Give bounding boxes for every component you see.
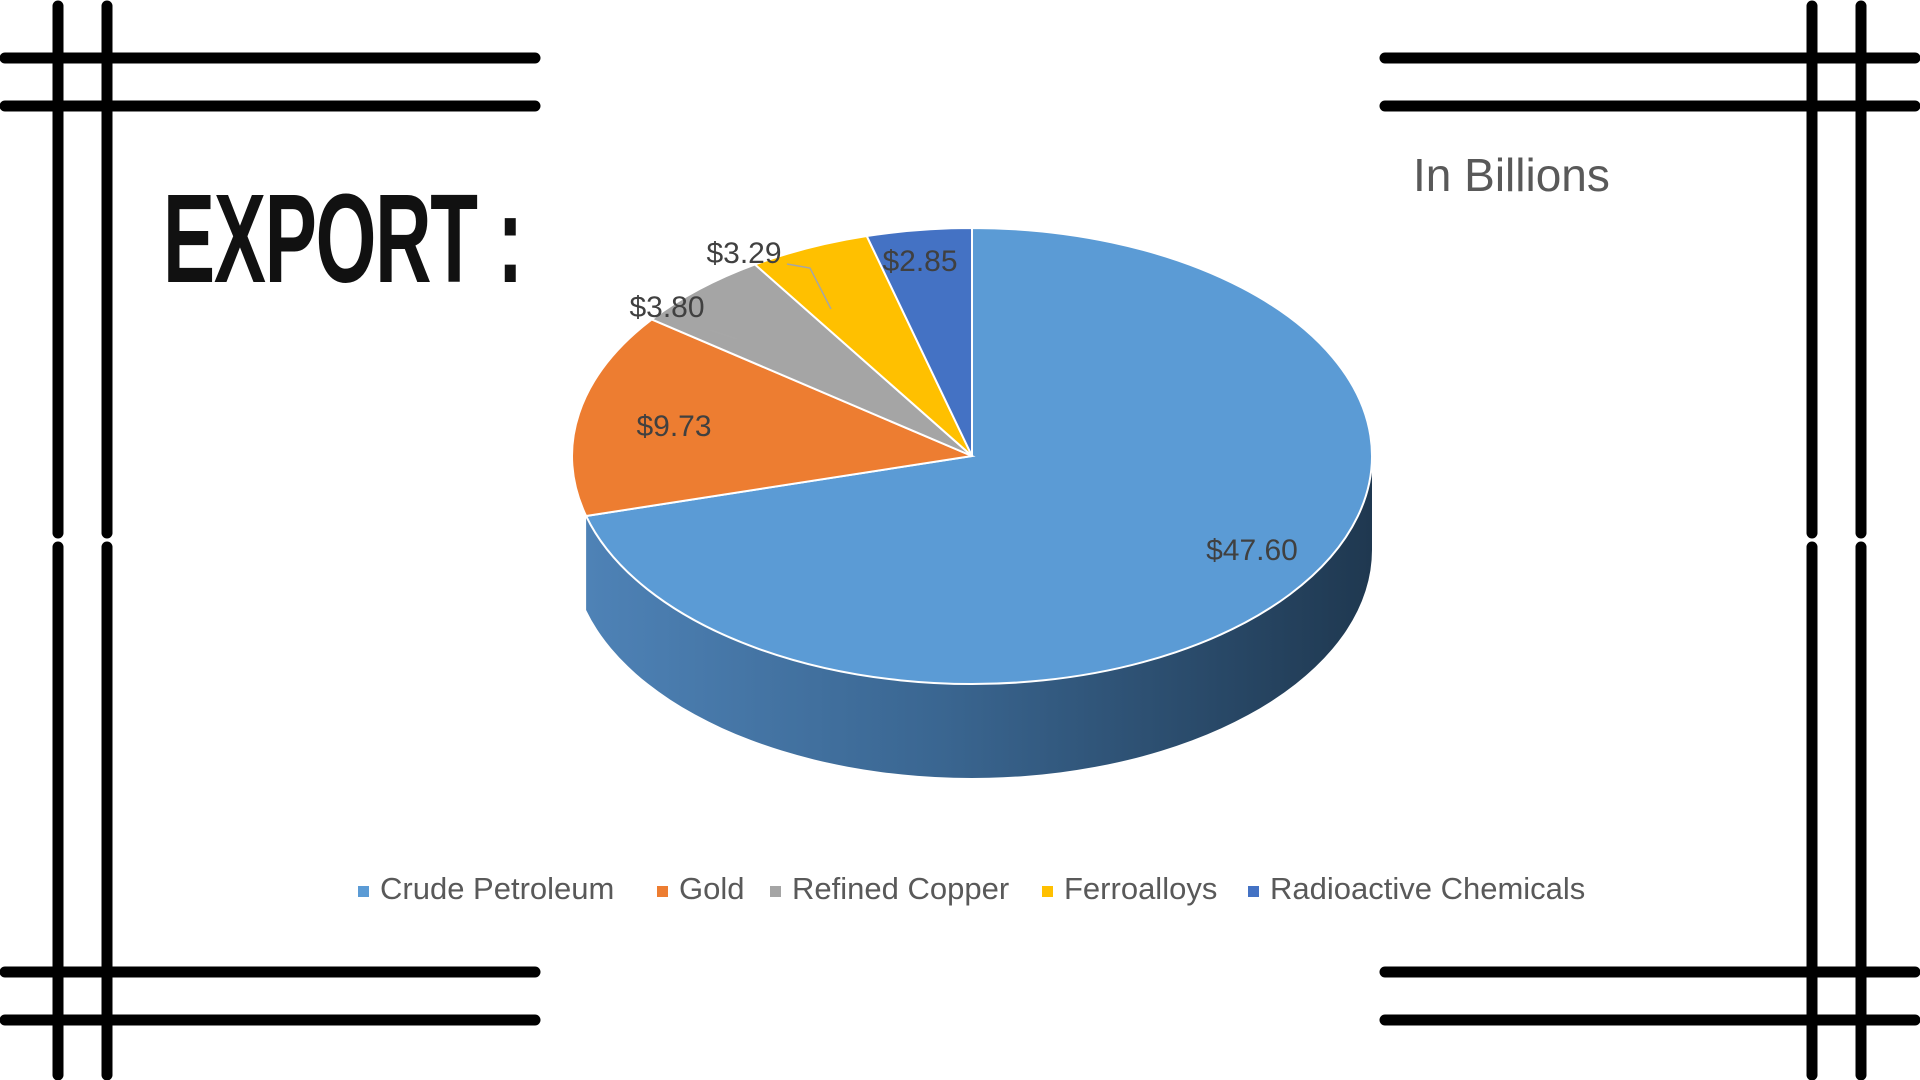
slice-radioactive-chemicals	[865, 226, 973, 457]
legend-entry: Refined Copper	[792, 871, 1009, 906]
data-label: $9.73	[636, 410, 711, 443]
slide-title: EXPORT :	[163, 168, 523, 309]
legend-entry: Gold	[679, 871, 744, 906]
pie-side-wall	[586, 456, 1372, 778]
leader-line	[709, 329, 738, 340]
legend-entry: Crude Petroleum	[380, 871, 614, 906]
legend-swatch	[770, 886, 781, 897]
data-label: $47.60	[1206, 534, 1298, 567]
legend-swatch	[1042, 886, 1053, 897]
slice-crude-petroleum	[584, 226, 1373, 685]
unit-label: In Billions	[1413, 149, 1610, 201]
leader-line	[786, 263, 832, 310]
legend-entry: Ferroalloys	[1064, 871, 1217, 906]
legend-swatch	[657, 886, 668, 897]
data-label: $2.85	[882, 245, 957, 278]
slice-refined-copper	[649, 263, 973, 457]
data-label: $3.80	[629, 291, 704, 324]
legend: Crude Petroleum Gold Refined Copper Ferroal…	[358, 871, 1585, 906]
legend-entry: Radioactive Chemicals	[1270, 871, 1585, 906]
legend-swatch	[1248, 886, 1259, 897]
data-label: $3.29	[706, 237, 781, 270]
slice-gold	[571, 318, 976, 518]
legend-swatch	[358, 886, 369, 897]
